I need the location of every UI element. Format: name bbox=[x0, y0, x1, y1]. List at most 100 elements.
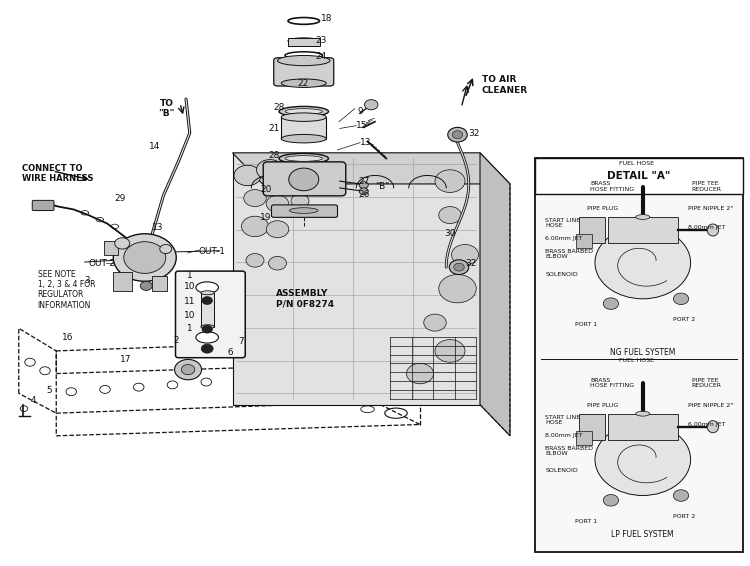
Bar bbox=[281, 117, 326, 139]
Ellipse shape bbox=[196, 282, 218, 293]
Ellipse shape bbox=[278, 55, 330, 66]
Text: BRASS
HOSE FITTING: BRASS HOSE FITTING bbox=[590, 378, 634, 388]
Ellipse shape bbox=[707, 421, 718, 432]
Text: 13: 13 bbox=[152, 223, 164, 232]
Circle shape bbox=[449, 260, 469, 275]
Text: 30: 30 bbox=[444, 229, 455, 238]
Bar bbox=[576, 234, 592, 248]
Ellipse shape bbox=[707, 224, 718, 236]
Text: START LINE
HOSE: START LINE HOSE bbox=[545, 218, 580, 228]
Text: 14: 14 bbox=[148, 142, 160, 151]
Text: PORT 2: PORT 2 bbox=[673, 317, 695, 322]
Bar bbox=[104, 241, 118, 255]
Text: BRASS BARBED
ELBOW: BRASS BARBED ELBOW bbox=[545, 445, 593, 456]
Text: FUEL HOSE: FUEL HOSE bbox=[620, 161, 654, 166]
Ellipse shape bbox=[201, 291, 214, 295]
Text: PIPE TEE
REDUCER: PIPE TEE REDUCER bbox=[692, 378, 722, 388]
Text: START LINE
HOSE: START LINE HOSE bbox=[545, 414, 580, 425]
Circle shape bbox=[448, 127, 467, 142]
Polygon shape bbox=[232, 153, 510, 184]
Bar bbox=[201, 293, 214, 327]
Circle shape bbox=[246, 254, 264, 267]
Text: SOLENOID: SOLENOID bbox=[545, 468, 578, 473]
Text: OUT-2: OUT-2 bbox=[88, 259, 116, 268]
Ellipse shape bbox=[201, 325, 214, 329]
Text: 7: 7 bbox=[236, 337, 244, 346]
Text: 6: 6 bbox=[225, 348, 234, 357]
Text: PORT 1: PORT 1 bbox=[575, 519, 598, 524]
Text: 11: 11 bbox=[184, 297, 195, 306]
Circle shape bbox=[140, 281, 152, 290]
Text: 19: 19 bbox=[260, 213, 271, 222]
Ellipse shape bbox=[288, 38, 320, 44]
Text: 6.00mm JET: 6.00mm JET bbox=[688, 422, 725, 427]
Text: 5: 5 bbox=[44, 386, 52, 395]
Circle shape bbox=[595, 423, 691, 495]
Circle shape bbox=[674, 293, 688, 305]
Ellipse shape bbox=[285, 109, 322, 114]
Text: 9: 9 bbox=[355, 107, 363, 116]
Circle shape bbox=[595, 226, 691, 299]
Bar bbox=[535, 158, 742, 194]
Text: 22: 22 bbox=[298, 79, 309, 88]
Circle shape bbox=[364, 100, 378, 110]
Circle shape bbox=[674, 490, 688, 501]
Circle shape bbox=[279, 157, 306, 177]
Text: 28: 28 bbox=[268, 151, 280, 160]
Text: CONNECT TO
WIRE HARNESS: CONNECT TO WIRE HARNESS bbox=[22, 164, 94, 183]
Bar bbox=[579, 414, 604, 440]
Ellipse shape bbox=[281, 113, 326, 122]
Text: 15: 15 bbox=[356, 121, 368, 130]
Text: 1: 1 bbox=[184, 324, 192, 333]
Bar bbox=[535, 158, 742, 552]
FancyBboxPatch shape bbox=[274, 58, 334, 86]
Text: OUT-1: OUT-1 bbox=[199, 247, 226, 256]
Text: TO
"B": TO "B" bbox=[158, 99, 175, 118]
Bar bbox=[608, 217, 678, 243]
Text: 24: 24 bbox=[315, 52, 326, 61]
Text: FUEL HOSE: FUEL HOSE bbox=[620, 358, 654, 363]
Text: PORT 1: PORT 1 bbox=[575, 323, 598, 328]
Ellipse shape bbox=[279, 106, 328, 117]
Ellipse shape bbox=[285, 156, 322, 161]
Text: ASSEMBLY
P/N 0F8274: ASSEMBLY P/N 0F8274 bbox=[276, 289, 334, 308]
Circle shape bbox=[115, 238, 130, 249]
Text: 8.00mm JET: 8.00mm JET bbox=[545, 433, 583, 438]
Text: PORT 2: PORT 2 bbox=[673, 513, 695, 518]
Circle shape bbox=[435, 340, 465, 362]
Text: 28: 28 bbox=[274, 103, 285, 112]
Ellipse shape bbox=[279, 153, 328, 164]
Circle shape bbox=[359, 188, 368, 195]
Circle shape bbox=[452, 245, 478, 265]
Ellipse shape bbox=[290, 208, 318, 213]
Text: 17: 17 bbox=[120, 355, 131, 364]
Text: 26: 26 bbox=[358, 190, 370, 199]
Circle shape bbox=[175, 359, 202, 380]
Text: LP FUEL SYSTEM: LP FUEL SYSTEM bbox=[611, 530, 674, 539]
Bar bbox=[579, 217, 604, 243]
Circle shape bbox=[244, 190, 266, 207]
Text: NG FUEL SYSTEM: NG FUEL SYSTEM bbox=[610, 348, 676, 357]
Ellipse shape bbox=[281, 135, 326, 143]
Text: BRASS BARBED
ELBOW: BRASS BARBED ELBOW bbox=[545, 249, 593, 259]
Circle shape bbox=[452, 131, 463, 139]
Circle shape bbox=[201, 344, 213, 353]
Circle shape bbox=[439, 275, 476, 303]
Text: 32: 32 bbox=[465, 259, 476, 268]
Text: 16: 16 bbox=[62, 333, 73, 342]
Text: "B": "B" bbox=[375, 182, 389, 191]
Text: 21: 21 bbox=[268, 124, 280, 133]
Circle shape bbox=[302, 157, 328, 177]
Text: 32: 32 bbox=[469, 128, 480, 138]
Circle shape bbox=[242, 216, 268, 237]
Circle shape bbox=[113, 234, 176, 281]
Circle shape bbox=[202, 325, 212, 333]
Text: 10: 10 bbox=[184, 311, 195, 320]
Bar bbox=[608, 414, 678, 440]
FancyBboxPatch shape bbox=[32, 200, 54, 211]
Circle shape bbox=[439, 207, 461, 224]
Ellipse shape bbox=[636, 411, 650, 416]
Text: DETAIL "A": DETAIL "A" bbox=[607, 171, 670, 181]
Circle shape bbox=[266, 195, 289, 212]
Circle shape bbox=[291, 194, 309, 208]
